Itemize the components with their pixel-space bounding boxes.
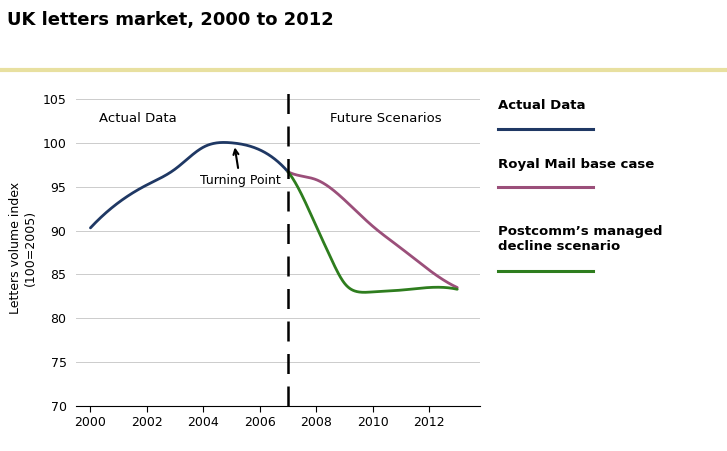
Text: Turning Point: Turning Point bbox=[200, 150, 281, 187]
Text: Actual Data: Actual Data bbox=[498, 99, 585, 112]
Y-axis label: Letters volume index
(100=2005): Letters volume index (100=2005) bbox=[9, 182, 37, 314]
Text: Royal Mail base case: Royal Mail base case bbox=[498, 158, 654, 171]
Text: Postcomm’s managed
decline scenario: Postcomm’s managed decline scenario bbox=[498, 226, 662, 253]
Text: UK letters market, 2000 to 2012: UK letters market, 2000 to 2012 bbox=[7, 11, 334, 29]
Text: Future Scenarios: Future Scenarios bbox=[330, 112, 442, 125]
Text: Actual Data: Actual Data bbox=[99, 112, 177, 125]
